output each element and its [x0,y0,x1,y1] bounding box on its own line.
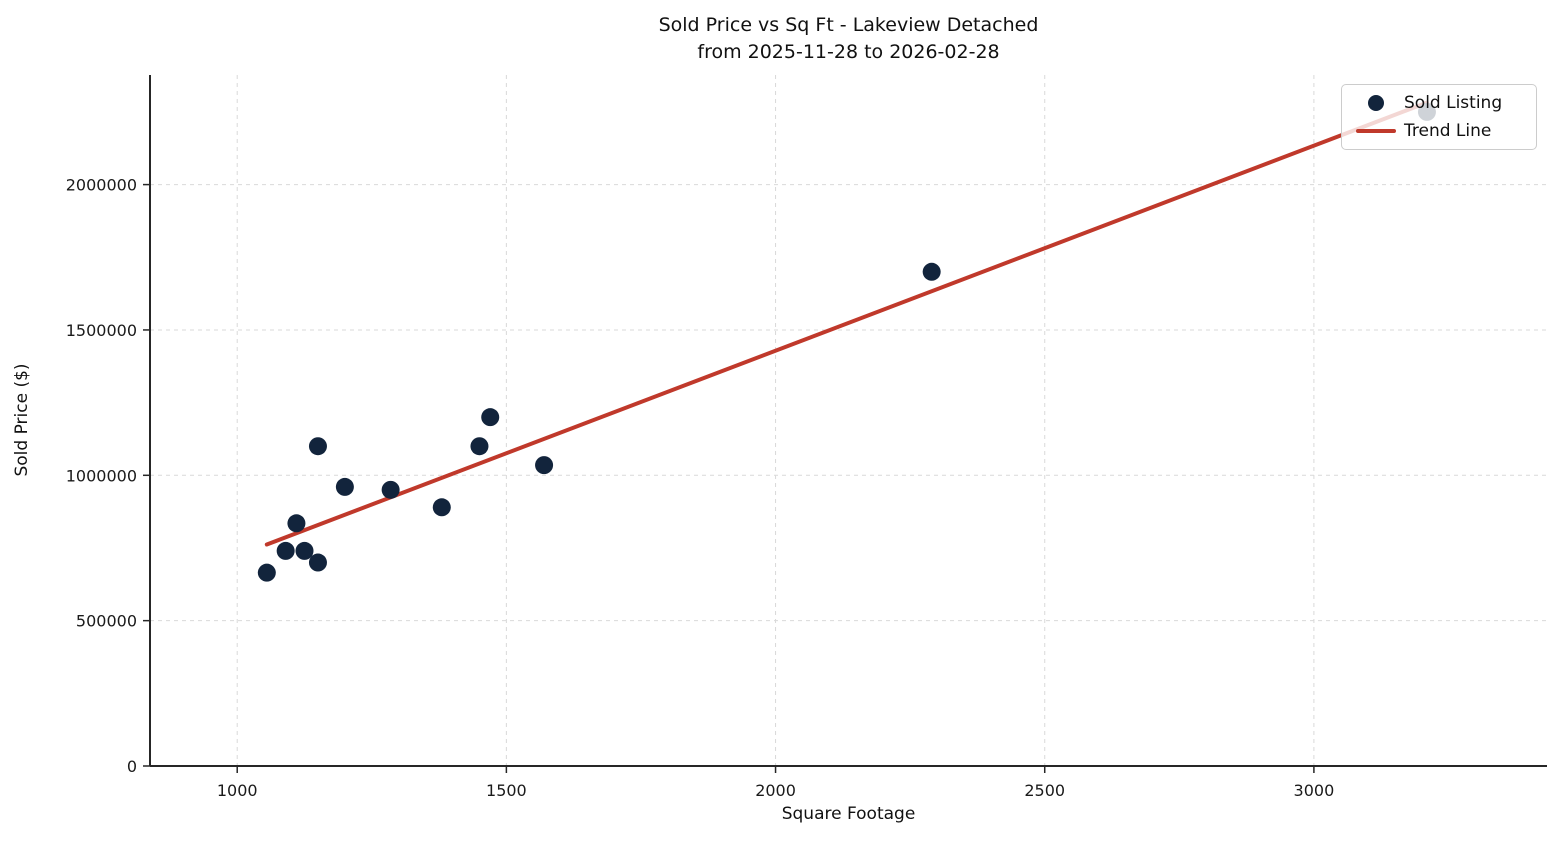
x-tick-label: 2000 [755,781,796,800]
legend-item-sold-listing: Sold Listing [1348,90,1530,116]
chart-title-line1: Sold Price vs Sq Ft - Lakeview Detached [658,14,1039,36]
data-point [295,541,314,560]
legend: Sold Listing Trend Line [1341,84,1537,150]
y-axis-label: Sold Price ($) [12,363,32,477]
x-tick-label: 2500 [1024,781,1065,800]
legend-label-sold-listing: Sold Listing [1404,92,1503,113]
x-tick-label: 3000 [1294,781,1335,800]
chart-title: Sold Price vs Sq Ft - Lakeview Detached … [150,12,1547,66]
sold-listing-marker-icon [1368,94,1384,111]
x-tick-label: 1500 [486,781,527,800]
data-point [287,514,306,533]
data-point [276,541,295,560]
legend-label-trend-line: Trend Line [1404,121,1492,142]
data-point [922,262,941,281]
data-point [432,498,451,517]
data-point [257,563,276,582]
legend-item-trend-line: Trend Line [1348,118,1530,144]
y-tick-label: 500000 [76,612,137,631]
y-tick-label: 2000000 [66,176,137,195]
data-point [481,408,500,427]
y-tick-label: 1500000 [66,321,137,340]
data-point [381,480,400,499]
trend-line [264,100,1429,547]
data-point [535,456,554,475]
data-point [335,477,354,496]
y-tick-label: 0 [127,757,137,776]
data-point [308,437,327,456]
trend-line-marker-icon [1356,129,1396,134]
y-tick-label: 1000000 [66,466,137,485]
chart-title-line2: from 2025-11-28 to 2026-02-28 [697,40,1000,63]
x-axis-label: Square Footage [781,804,916,824]
x-tick-label: 1000 [217,781,258,800]
data-point [308,553,327,572]
data-point [470,437,489,456]
